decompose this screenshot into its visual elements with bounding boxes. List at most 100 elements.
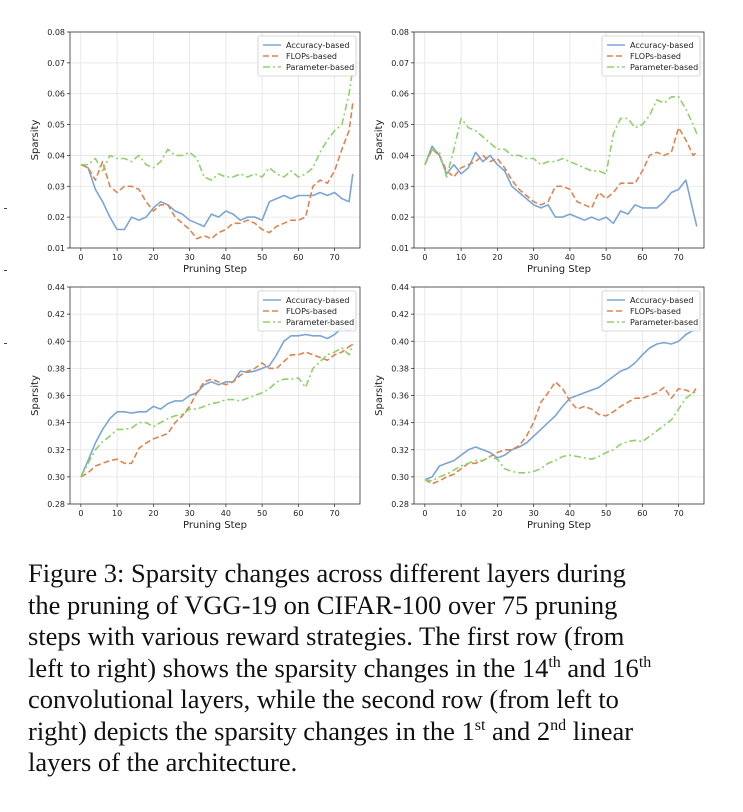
chart-panel-bottom-left: 0 10 20 30 40 50 60 70 0.28 0.30 0.32 0.34 0.36 0.38 0… [30, 283, 361, 531]
x-tick-label: 0 [78, 509, 83, 518]
y-tick-label: 0.28 [391, 500, 409, 509]
x-tick-label: 40 [221, 509, 231, 518]
legend-box [601, 35, 701, 77]
x-tick-label: 0 [422, 253, 427, 262]
y-tick-label: 0.34 [47, 419, 65, 428]
legend-box [601, 290, 701, 332]
x-tick-label: 40 [565, 253, 575, 262]
legend: Accuracy-based FLOPs-based Parameter-based [257, 35, 357, 77]
legend-entry: Accuracy-based [630, 41, 693, 50]
series-line-flops-based [80, 343, 354, 478]
y-axis-label: Sparsity [30, 375, 41, 416]
y-axis-label: Sparsity [374, 375, 385, 416]
y-tick-label: 0.06 [47, 90, 65, 99]
y-tick-label: 0.07 [391, 59, 409, 68]
series-line-accuracy-based [80, 163, 354, 231]
legend-entry: Parameter-based [630, 63, 698, 72]
y-tick-label: 0.34 [391, 419, 409, 428]
legend-entry: Accuracy-based [286, 296, 349, 305]
y-tick-label: 0.32 [391, 446, 409, 455]
y-tick-label: 0.02 [47, 213, 65, 222]
caption-superscript: th [548, 653, 561, 671]
caption-line: right) depicts the sparsity changes in t… [28, 716, 718, 748]
x-tick-label: 20 [148, 509, 158, 518]
x-tick-label: 10 [456, 253, 466, 262]
x-tick-label: 70 [674, 509, 684, 518]
x-tick-label: 30 [529, 253, 539, 262]
plot-frame [69, 31, 361, 249]
chart-panel-top-left: 0 10 20 30 40 50 60 70 0.01 0.02 0.03 0.04 0.05 0.06 0… [30, 28, 361, 275]
figure-caption: Figure 3: Sparsity changes across differ… [28, 558, 718, 779]
y-tick-label: 0.38 [47, 364, 65, 373]
legend: Accuracy-based FLOPs-based Parameter-based [257, 290, 357, 332]
x-tick-label: 0 [422, 509, 427, 518]
y-tick-label: 0.42 [391, 310, 409, 319]
series-line-parameter-based [424, 96, 698, 178]
y-tick-label: 0.04 [391, 151, 409, 160]
legend-entry: FLOPs-based [286, 307, 337, 316]
legend-entry: Parameter-based [286, 318, 354, 327]
legend-entry: Parameter-based [630, 318, 698, 327]
legend-entry: Accuracy-based [630, 296, 693, 305]
series-line-parameter-based [80, 343, 354, 478]
y-tick-label: 0.36 [391, 392, 409, 401]
y-tick-label: 0.40 [47, 337, 65, 346]
x-tick-label: 30 [185, 509, 195, 518]
chart-panel-bottom-right: 0 10 20 30 40 50 60 70 0.28 0.30 0.32 0.34 0.36 0.38 0… [374, 283, 705, 531]
legend-box [257, 35, 357, 77]
caption-text: layers of the architecture. [28, 747, 298, 777]
caption-line: convolutional layers, while the second r… [28, 684, 718, 716]
y-tick-label: 0.07 [47, 59, 65, 68]
x-tick-label: 10 [112, 509, 122, 518]
x-tick-label: 50 [601, 253, 611, 262]
y-tick-label: 0.44 [47, 283, 65, 292]
y-tick-label: 0.38 [391, 364, 409, 373]
x-tick-label: 50 [257, 253, 267, 262]
caption-text: convolutional layers, while the second r… [28, 684, 619, 714]
y-tick-label: 0.42 [47, 310, 65, 319]
caption-text: the pruning of VGG-19 on CIFAR-100 over … [28, 589, 618, 620]
y-tick-label: 0.30 [47, 473, 65, 482]
x-tick-label: 0 [78, 253, 83, 262]
legend: Accuracy-based FLOPs-based Parameter-based [601, 290, 701, 332]
series-line-accuracy-based [424, 327, 698, 481]
y-tick-label: 0.06 [391, 90, 409, 99]
x-tick-label: 30 [529, 509, 539, 518]
x-tick-label: 60 [293, 509, 303, 518]
x-tick-label: 60 [637, 509, 647, 518]
x-tick-label: 50 [601, 509, 611, 518]
x-tick-label: 70 [330, 509, 340, 518]
plot-frame [413, 286, 705, 505]
caption-text: linear [566, 715, 634, 746]
legend-entry: Parameter-based [286, 63, 354, 72]
caption-text: left to right) shows the sparsity change… [28, 652, 549, 683]
caption-line: layers of the architecture. [28, 747, 718, 779]
x-axis-label: Pruning Step [183, 264, 247, 275]
series-line-parameter-based [80, 68, 354, 181]
figure: 0 10 20 30 40 50 60 70 0.01 0.02 0.03 0.04 0.05 0.06 0… [30, 28, 705, 531]
margin-tick [4, 208, 7, 209]
y-tick-label: 0.28 [47, 500, 65, 509]
x-tick-label: 20 [492, 253, 502, 262]
x-tick-label: 40 [565, 509, 575, 518]
y-tick-label: 0.05 [47, 121, 65, 130]
caption-text: Figure 3: Sparsity changes across differ… [28, 558, 626, 588]
y-axis-label: Sparsity [374, 120, 385, 161]
y-tick-label: 0.01 [391, 244, 409, 253]
caption-line: Figure 3: Sparsity changes across differ… [28, 558, 718, 590]
y-tick-label: 0.44 [391, 283, 409, 292]
caption-superscript: st [474, 716, 486, 734]
caption-text: steps with various reward strategies. Th… [28, 621, 625, 651]
x-tick-label: 70 [674, 253, 684, 262]
x-tick-label: 60 [293, 253, 303, 262]
margin-tick [4, 343, 7, 344]
legend-entry: FLOPs-based [630, 307, 681, 316]
x-tick-label: 20 [492, 509, 502, 518]
x-axis-label: Pruning Step [527, 520, 591, 531]
x-tick-label: 40 [221, 253, 231, 262]
legend: Accuracy-based FLOPs-based Parameter-based [601, 35, 701, 77]
y-axis-label: Sparsity [30, 120, 41, 161]
caption-text: and 16 [560, 652, 639, 683]
x-tick-label: 70 [330, 253, 340, 262]
y-tick-label: 0.02 [391, 213, 409, 222]
